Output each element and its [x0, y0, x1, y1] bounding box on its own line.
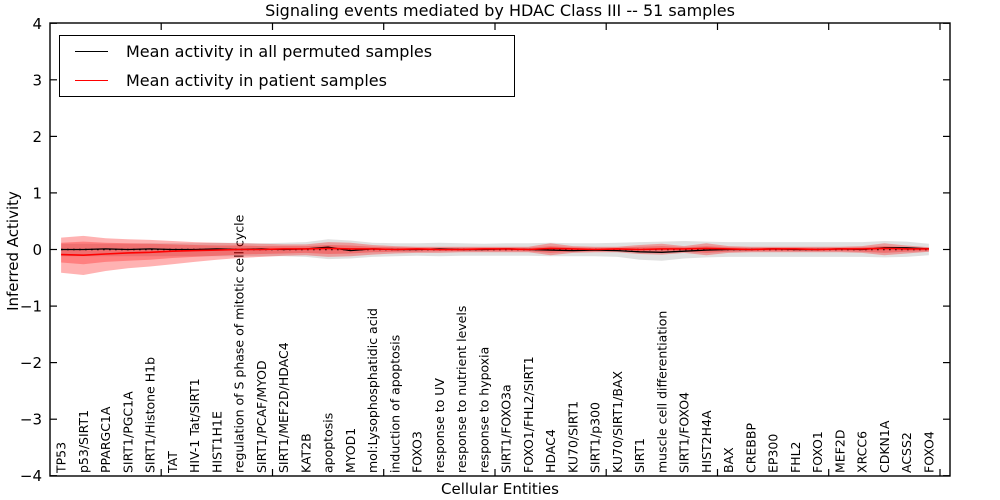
category-label: CREBBP: [743, 423, 758, 473]
legend-label-patient: Mean activity in patient samples: [126, 71, 387, 91]
y-tick-label: −3: [20, 411, 42, 429]
category-label: FOXO3: [410, 431, 425, 473]
category-label: SIRT1/FOXO3a: [499, 384, 514, 473]
category-label: SIRT1/PGC1A: [120, 391, 135, 473]
category-label: mol:Lysophosphatidic acid: [365, 308, 380, 473]
category-label: KU70/SIRT1/BAX: [610, 371, 625, 473]
category-label: HIV-1 Tat/SIRT1: [187, 378, 202, 473]
category-label: BAX: [721, 447, 736, 473]
category-label: MYOD1: [343, 428, 358, 473]
legend-item-patient: Mean activity in patient samples: [60, 67, 514, 95]
category-label: HIST2H4A: [699, 410, 714, 473]
category-label: FOXO4: [921, 431, 936, 473]
y-tick-label: 4: [32, 15, 42, 33]
category-label: KU70/SIRT1: [565, 401, 580, 473]
chart-title: Signaling events mediated by HDAC Class …: [265, 1, 735, 20]
category-label: FOXO1/FHL2/SIRT1: [521, 356, 536, 473]
y-tick-label: 1: [32, 184, 42, 202]
category-label: induction of apoptosis: [387, 335, 402, 473]
category-label: response to nutrient levels: [454, 306, 469, 473]
y-tick-label: 2: [32, 128, 42, 146]
category-label: muscle cell differentiation: [654, 311, 669, 473]
category-label: KAT2B: [298, 433, 313, 473]
category-label: SIRT1/MEF2D/HDAC4: [276, 342, 291, 473]
category-label: response to hypoxia: [476, 347, 491, 473]
category-label: CDKN1A: [877, 420, 892, 473]
patient-line-swatch: [75, 80, 108, 82]
patient-samples-range-inner-band: [61, 241, 929, 265]
y-tick-label: −4: [20, 467, 42, 485]
category-label: XRCC6: [855, 431, 870, 473]
category-label: SIRT1/FOXO4: [677, 392, 692, 473]
legend-item-permuted: Mean activity in all permuted samples: [60, 37, 514, 65]
y-tick-label: −1: [20, 298, 42, 316]
category-label: regulation of S phase of mitotic cell cy…: [232, 214, 247, 473]
category-label: SIRT1/p300: [588, 402, 603, 473]
category-label: HDAC4: [543, 429, 558, 473]
category-label: response to UV: [432, 378, 447, 473]
legend-label-permuted: Mean activity in all permuted samples: [126, 41, 433, 61]
patient-mean-line: [61, 247, 929, 257]
category-label: TP53: [54, 442, 69, 474]
legend-box: Mean activity in all permuted samples Me…: [59, 35, 515, 97]
category-label: p53/SIRT1: [76, 410, 91, 473]
y-tick-label: −2: [20, 354, 42, 372]
category-label: HIST1H1E: [209, 411, 224, 473]
category-label: MEF2D: [832, 430, 847, 473]
y-tick-label: 3: [32, 71, 42, 89]
category-label: TAT: [165, 451, 180, 474]
category-label: EP300: [766, 434, 781, 473]
x-axis-label: Cellular Entities: [441, 480, 559, 498]
patient-samples-range-outer-band: [61, 235, 929, 275]
category-label: FHL2: [788, 441, 803, 473]
category-label: ACSS2: [899, 432, 914, 473]
category-label: PPARGC1A: [98, 406, 113, 473]
permuted-line-swatch: [75, 50, 108, 52]
permuted-samples-range-band: [61, 239, 929, 261]
category-label: SIRT1/PCAF/MYOD: [254, 360, 269, 473]
category-label: SIRT1/Histone H1b: [143, 357, 158, 473]
category-label: FOXO1: [810, 431, 825, 473]
category-label: apoptosis: [321, 413, 336, 473]
y-tick-label: 0: [32, 241, 42, 259]
category-label: SIRT1: [632, 438, 647, 473]
